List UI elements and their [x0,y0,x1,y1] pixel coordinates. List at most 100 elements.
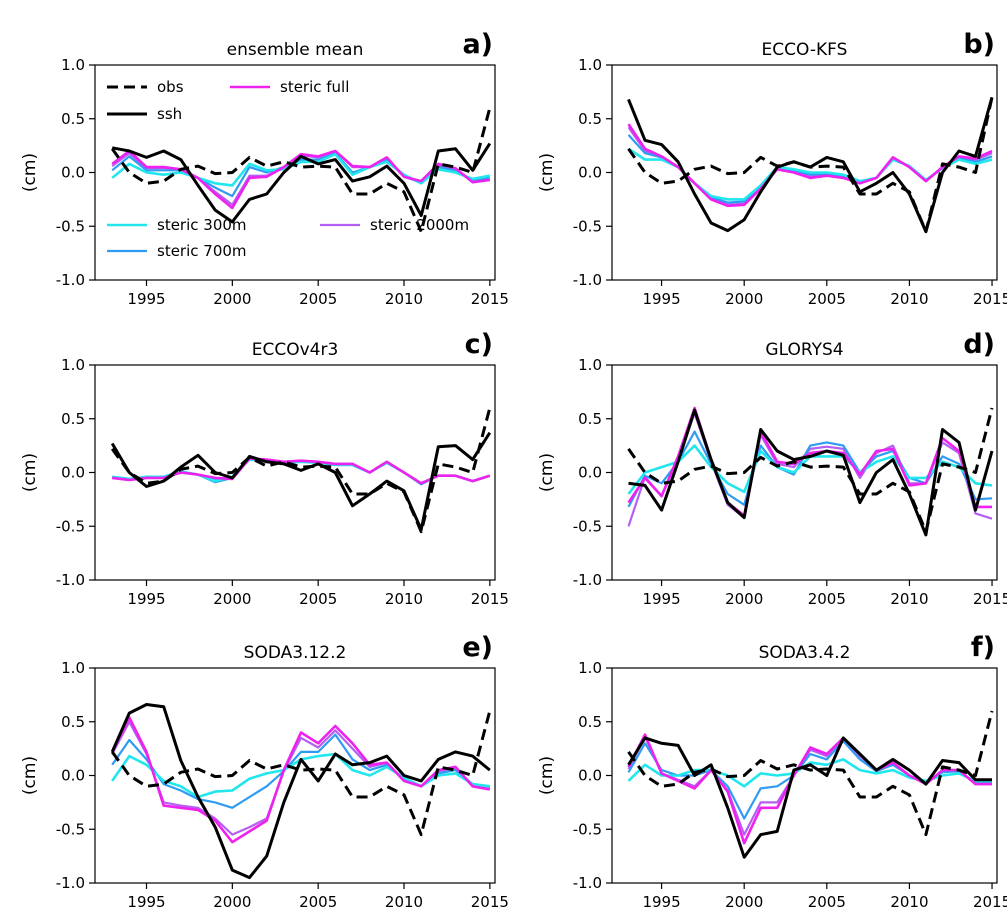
panel-title: ECCOv4r3 [252,340,339,360]
series-line-steric-300m [111,152,491,187]
y-axis-label: (cm) [537,153,557,192]
y-tick-label: 0.0 [61,767,85,785]
panel-letter: f) [971,632,995,663]
y-tick-label: 1.0 [578,56,602,74]
series-line-steric-full [111,716,491,844]
panel-title: ensemble mean [227,40,364,60]
x-tick-label: 1995 [642,290,680,308]
series-line-steric-full [627,733,992,845]
y-axis-label: (cm) [537,756,557,795]
x-tick-label: 2010 [385,290,423,308]
series-line-obs [110,710,492,837]
x-tick-label: 2010 [890,290,928,308]
legend-label: obs [157,78,184,96]
y-tick-label: 0.5 [578,110,602,128]
y-tick-label: 1.0 [61,356,85,374]
x-tick-label: 2015 [973,893,1007,910]
x-tick-label: 1995 [642,893,680,910]
y-tick-label: 0.0 [61,464,85,482]
y-tick-label: -0.5 [573,517,602,535]
x-tick-label: 1995 [127,290,165,308]
panel-title: SODA3.12.2 [244,643,347,663]
panel-letter: c) [465,329,493,360]
x-tick-label: 2005 [299,893,337,910]
series-line-steric-700m [111,733,490,809]
x-tick-label: 2015 [471,893,509,910]
x-tick-label: 2015 [973,590,1007,608]
panel-1: -1.0 -0.5 0.0 0.5 1.0 1995 2000 2005 2010 2015 (cm… [20,29,509,308]
y-tick-label: -0.5 [56,820,85,838]
x-tick-label: 1995 [127,893,165,910]
series-line-steric-full [627,123,993,208]
panel-title: ECCO-KFS [762,40,848,60]
x-tick-label: 2015 [471,590,509,608]
y-axis-label: (cm) [20,153,40,192]
y-tick-label: 0.0 [578,767,602,785]
panel-title: SODA3.4.2 [759,643,851,663]
x-tick-label: 2005 [299,590,337,608]
x-tick-label: 2010 [385,590,423,608]
legend: obs ssh steric full steric 300m steric 700m s… [107,78,469,260]
y-axis-label: (cm) [20,756,40,795]
y-tick-label: 0.0 [61,164,85,182]
x-tick-label: 2000 [725,590,763,608]
x-tick-label: 2010 [385,893,423,910]
x-tick-label: 2010 [890,893,928,910]
series-line-ssh [110,703,491,880]
series-lines [627,406,994,537]
series-lines [110,703,492,880]
y-tick-label: -1.0 [56,874,85,892]
x-tick-label: 2005 [808,290,846,308]
legend-label: steric full [280,78,349,96]
series-lines [110,107,492,234]
panel-3: -1.0 -0.5 0.0 0.5 1.0 1995 2000 2005 2010 2015 (cm… [20,329,509,608]
y-tick-label: 0.5 [578,410,602,428]
y-tick-label: 0.5 [61,410,85,428]
series-line-ssh [627,96,994,234]
y-tick-label: 0.5 [61,713,85,731]
series-line-ssh [110,431,492,531]
series-line-ssh [628,408,994,537]
x-tick-label: 2000 [213,290,251,308]
y-tick-label: 1.0 [578,356,602,374]
y-tick-label: -1.0 [573,874,602,892]
panel-title: GLORYS4 [765,340,843,360]
x-tick-label: 2005 [299,290,337,308]
series-lines [627,96,994,234]
legend-label: ssh [157,105,182,123]
x-tick-label: 2000 [725,893,763,910]
panel-5: -1.0 -0.5 0.0 0.5 1.0 1995 2000 2005 2010 2015 (cm… [20,632,509,910]
series-line-ssh [627,736,992,859]
y-tick-label: -0.5 [56,217,85,235]
x-tick-label: 2015 [471,290,509,308]
series-line-obs [627,710,994,837]
y-tick-label: -1.0 [56,571,85,589]
legend-label: steric 700m [157,242,247,260]
panel-letter: b) [963,29,995,60]
y-tick-label: -0.5 [573,820,602,838]
x-tick-label: 2005 [808,590,846,608]
y-tick-label: -1.0 [573,271,602,289]
panel-letter: d) [963,329,995,360]
series-lines [110,407,492,534]
y-tick-label: 1.0 [61,56,85,74]
x-tick-label: 2000 [213,893,251,910]
y-tick-label: 1.0 [578,659,602,677]
series-line-obs [110,107,492,234]
legend-label: steric 300m [157,216,247,234]
x-tick-label: 1995 [642,590,680,608]
series-line-obs [627,96,994,234]
y-tick-label: 0.0 [578,164,602,182]
y-axis-label: (cm) [537,453,557,492]
series-line-steric-full [111,149,490,210]
panel-letter: e) [462,632,493,663]
x-tick-label: 2015 [973,290,1007,308]
y-tick-label: -1.0 [573,571,602,589]
series-lines [627,710,994,859]
y-tick-label: -1.0 [56,271,85,289]
panel-6: -1.0 -0.5 0.0 0.5 1.0 1995 2000 2005 2010 2015 (cm… [537,632,1007,910]
x-tick-label: 2010 [890,590,928,608]
y-tick-label: -0.5 [573,217,602,235]
x-tick-label: 2005 [808,893,846,910]
